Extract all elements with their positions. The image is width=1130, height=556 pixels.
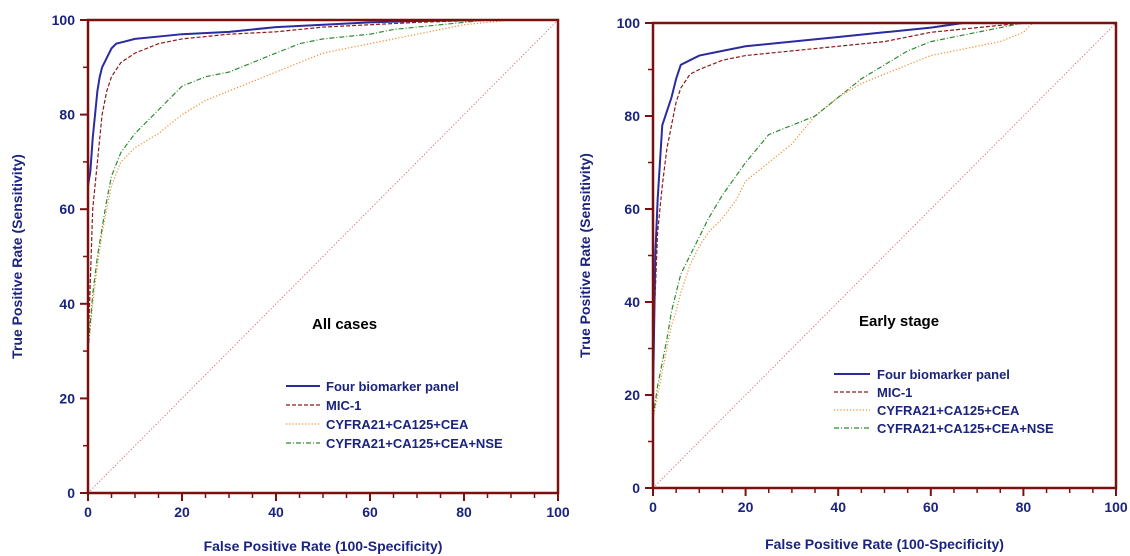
x-tick-label: 40 [268, 504, 284, 520]
y-tick-label: 20 [624, 387, 640, 403]
legend: Four biomarker panel MIC-1 CYFRA21+CA125+C… [834, 367, 1054, 436]
y-tick-label: 80 [624, 108, 640, 124]
y-tick-label: 40 [59, 296, 75, 312]
x-tick-label: 60 [362, 504, 378, 520]
x-tick-label: 80 [456, 504, 472, 520]
x-tick-label: 100 [1104, 499, 1128, 515]
x-axis-title: False Positive Rate (100-Specificity) [204, 538, 443, 554]
legend-label: CYFRA21+CA125+CEA+NSE [877, 421, 1054, 436]
series-line-mic-1 [652, 22, 1116, 488]
y-axis-title: True Positive Rate (Sensitivity) [9, 154, 25, 359]
reference-diagonal-line [652, 22, 1117, 489]
x-tick-label: 20 [174, 504, 190, 520]
legend-label: CYFRA21+CA125+CEA [326, 417, 469, 432]
legend-label: CYFRA21+CA125+CEA [877, 403, 1020, 418]
y-tick-label: 80 [59, 107, 75, 123]
legend-label: MIC-1 [326, 398, 361, 413]
y-axis-title: True Positive Rate (Sensitivity) [577, 153, 593, 358]
legend-label: Four biomarker panel [877, 367, 1010, 382]
x-tick-label: 0 [84, 504, 92, 520]
y-tick-label: 0 [67, 485, 75, 501]
y-tick-label: 40 [624, 294, 640, 310]
x-axis-title: False Positive Rate (100-Specificity) [765, 536, 1004, 552]
x-tick-label: 40 [830, 499, 846, 515]
y-tick-label: 0 [632, 480, 640, 496]
series-line-cyfra21-ca125-cea-nse [87, 19, 558, 493]
x-tick-label: 80 [1016, 499, 1032, 515]
y-tick-label: 20 [59, 390, 75, 406]
y-tick-label: 60 [59, 201, 75, 217]
legend-label: Four biomarker panel [326, 379, 459, 394]
legend-label: CYFRA21+CA125+CEA+NSE [326, 436, 503, 451]
x-tick-label: 20 [738, 499, 754, 515]
reference-diagonal-line [87, 19, 559, 494]
x-tick-label: 100 [546, 504, 570, 520]
y-tick-label: 100 [617, 15, 641, 31]
series-line-cyfra21-ca125-cea-nse [652, 22, 1116, 488]
series-line-four-biomarker-panel [87, 19, 558, 493]
roc-panel-early-stage: 0 20 40 60 80 100 0 20 40 60 80 100 False Positive R… [577, 15, 1128, 552]
panel-annotation: All cases [312, 316, 377, 333]
y-tick-label: 60 [624, 201, 640, 217]
x-tick-label: 60 [923, 499, 939, 515]
y-tick-label: 100 [52, 12, 76, 28]
legend-label: MIC-1 [877, 385, 912, 400]
legend: Four biomarker panel MIC-1 CYFRA21+CA125+C… [286, 379, 503, 451]
panel-annotation: Early stage [859, 313, 939, 330]
series-line-four-biomarker-panel [652, 22, 1116, 488]
x-tick-label: 0 [649, 499, 657, 515]
roc-panel-all-cases: 0 20 40 60 80 100 0 20 40 60 80 100 False Positive R… [9, 12, 570, 554]
series-line-cyfra21-ca125-cea [87, 19, 558, 493]
series-line-mic-1 [87, 19, 558, 493]
